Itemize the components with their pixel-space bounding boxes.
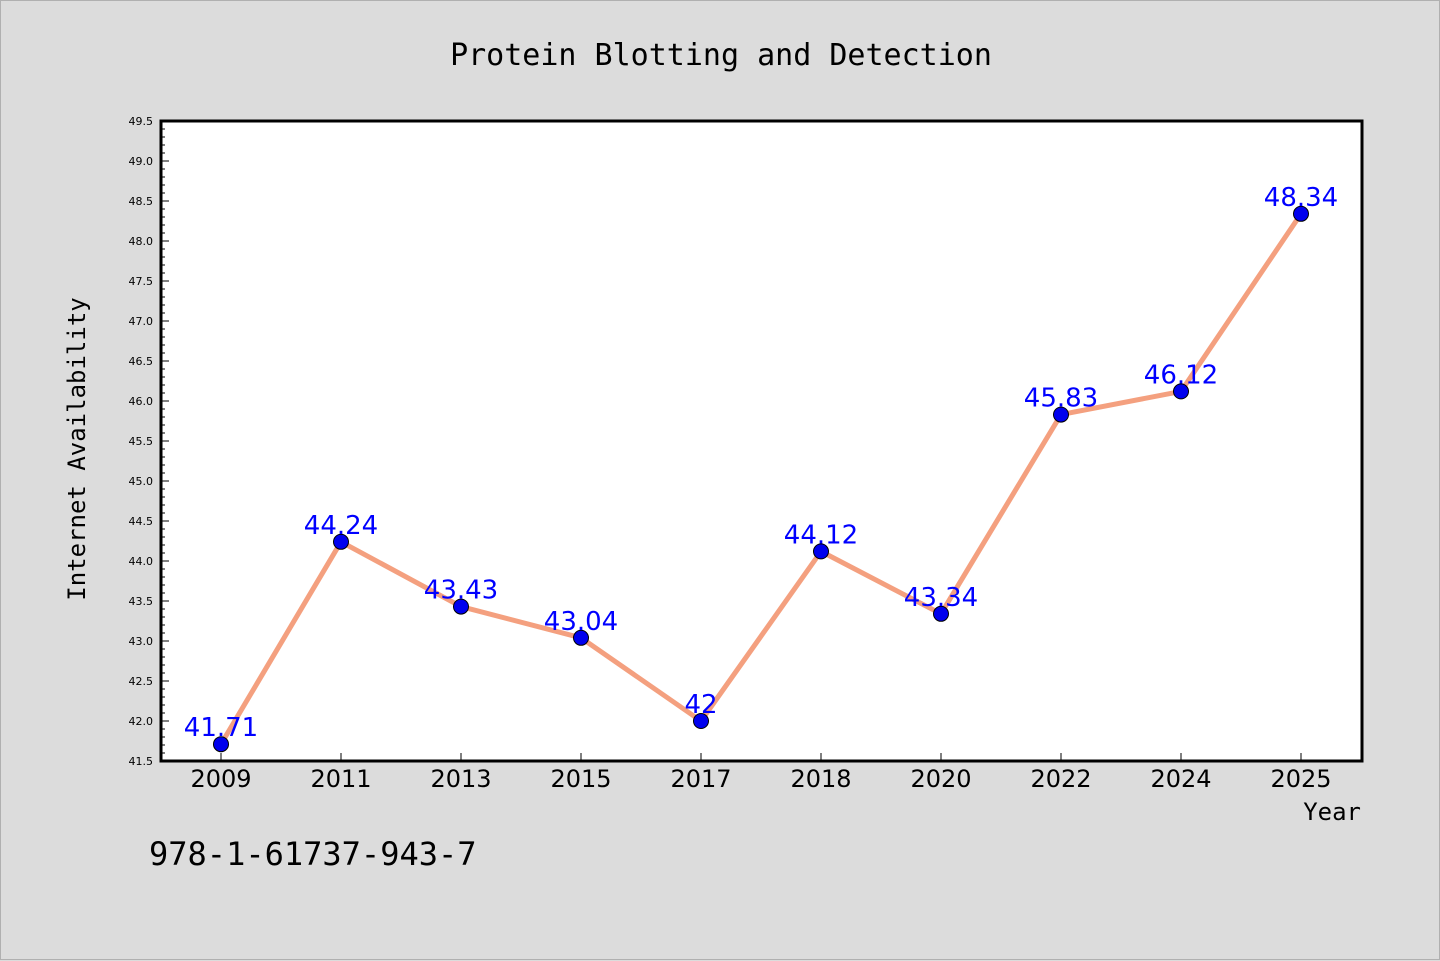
data-point [213,736,229,753]
y-tick-label: 48.0 [129,235,154,248]
series-line [218,211,1304,747]
y-tick-label: 41.5 [129,755,154,768]
x-axis: 2009 2011 2013 2015 2017 2018 2020 2022 2024 2025 [190,753,1332,793]
data-label: 48.34 [1264,183,1338,213]
x-tick-label: 2011 [310,765,371,793]
data-point [933,605,949,622]
y-tick-label: 47.5 [129,275,154,288]
x-tick-label: 2009 [190,765,251,793]
y-tick-label: 46.0 [129,395,154,408]
series-group [213,205,1309,753]
y-tick-label: 42.5 [129,675,154,688]
x-tick-label: 2025 [1270,765,1331,793]
data-label: 46.12 [1144,360,1218,390]
data-point [1053,406,1069,423]
data-point [813,543,829,560]
plot-area [159,119,1364,763]
x-axis-label: Year [1303,798,1361,826]
y-tick-label: 49.5 [129,115,154,128]
x-tick-label: 2022 [1030,765,1091,793]
data-label: 43.43 [424,576,498,606]
y-tick-label: 45.5 [129,435,154,448]
data-label: 44.12 [784,520,858,550]
y-tick-label: 43.5 [129,595,154,608]
isbn-text: 978-1-61737-943-7 [149,835,477,873]
y-tick-label: 42.0 [129,715,154,728]
chart-title: Protein Blotting and Detection [450,38,992,73]
y-tick-label: 44.0 [129,555,154,568]
x-tick-label: 2020 [910,765,971,793]
x-tick-label: 2024 [1150,765,1211,793]
data-point [453,598,469,615]
y-tick-label: 45.0 [129,475,154,488]
y-tick-label: 44.5 [129,515,154,528]
x-tick-label: 2013 [430,765,491,793]
x-tick-label: 2017 [670,765,731,793]
y-tick-label: 49.0 [129,155,154,168]
y-tick-label: 47.0 [129,315,154,328]
data-label: 45.83 [1024,384,1098,414]
y-axis: 41.5 42.0 42.5 43.0 43.5 44.0 44.5 45.0 45.5 46.0… [129,115,169,768]
data-point [333,533,349,550]
data-label: 41.71 [184,713,258,743]
data-point [573,629,589,646]
data-label: 43.04 [544,607,618,637]
data-label: 43.34 [904,583,978,613]
data-point [1173,383,1189,400]
data-point [1293,205,1309,222]
data-label: 44.24 [304,511,378,541]
y-tick-label: 43.0 [129,635,154,648]
data-labels: 41.71 44.24 43.43 43.04 42 44.12 43.34 45.83 46.… [184,183,1338,743]
data-point [693,713,709,729]
y-tick-label: 46.5 [129,355,154,368]
y-axis-label: Internet Availability [63,297,91,600]
data-label: 42 [684,690,717,720]
x-tick-label: 2018 [790,765,851,793]
y-tick-label: 48.5 [129,195,154,208]
x-tick-label: 2015 [550,765,611,793]
